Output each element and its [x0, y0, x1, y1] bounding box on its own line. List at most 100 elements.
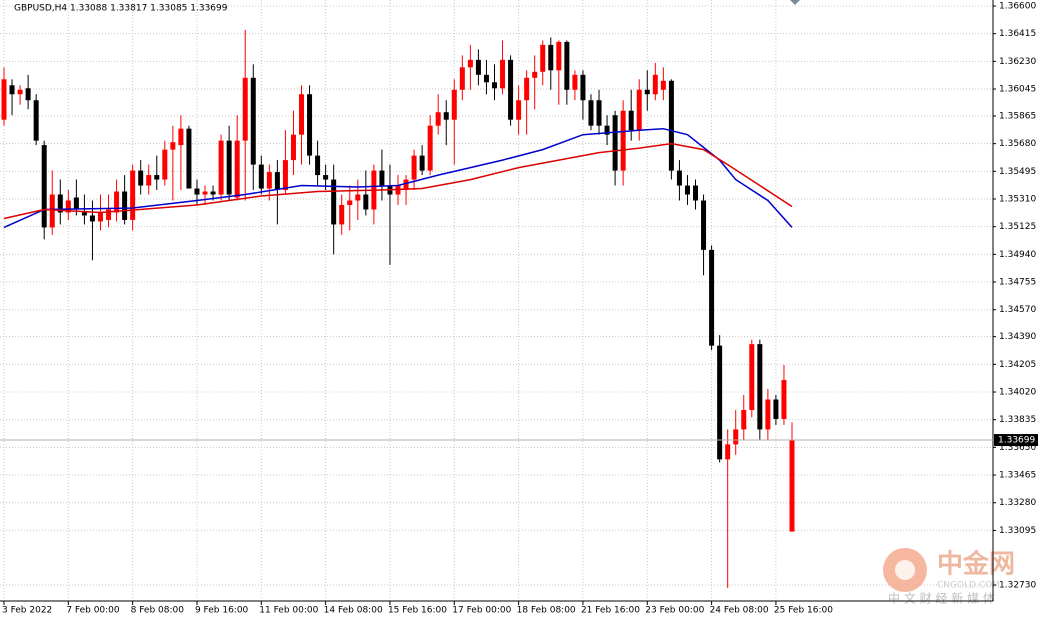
candle-body [97, 212, 103, 222]
candle-body [773, 399, 779, 419]
watermark-brand: 中金网 [937, 549, 1015, 580]
y-tick-label: 1.34940 [999, 250, 1036, 260]
candle-body [620, 110, 626, 171]
candle-body [73, 197, 79, 210]
candle-body [210, 191, 216, 195]
scroll-marker [790, 0, 800, 5]
candle-body [733, 429, 739, 445]
x-tick-label: 8 Feb 08:00 [131, 606, 185, 616]
candle-body [451, 89, 457, 120]
candle-body [604, 125, 610, 135]
candle-body [266, 172, 272, 189]
candle-body [709, 249, 715, 346]
candle-body [41, 145, 47, 228]
candle-body [347, 200, 353, 205]
candle-body [717, 345, 723, 460]
candle-body [765, 399, 771, 430]
candle-body [363, 194, 369, 210]
y-tick-label: 1.35125 [999, 222, 1036, 232]
y-tick-label: 1.36600 [999, 1, 1036, 11]
y-tick-label: 1.33465 [999, 471, 1036, 481]
x-tick-label: 9 Feb 16:00 [195, 606, 249, 616]
candle-body [315, 155, 321, 176]
candle-body [114, 191, 120, 213]
candle-body [701, 200, 707, 250]
candle-body [202, 191, 208, 195]
candle-body [580, 74, 586, 101]
y-tick-label: 1.36230 [999, 57, 1036, 67]
candle-body [596, 100, 602, 126]
candle-body [652, 74, 658, 95]
candle-body [693, 185, 699, 201]
current-price-box [994, 434, 1038, 447]
candle-body [411, 155, 417, 180]
x-tick-label: 15 Feb 16:00 [388, 606, 447, 616]
x-tick-label: 11 Feb 00:00 [259, 606, 318, 616]
candle-body [130, 170, 136, 220]
candle-body [789, 440, 795, 532]
candle-body [757, 344, 763, 430]
candle-body [467, 59, 473, 68]
x-tick-label: 25 Feb 16:00 [774, 606, 833, 616]
x-tick-label: 18 Feb 08:00 [517, 606, 576, 616]
candle-body [226, 140, 232, 195]
candle-body [25, 88, 31, 101]
candle-body [781, 380, 787, 419]
candle-body [435, 112, 441, 126]
candle-body [483, 74, 489, 83]
candle-body [170, 142, 176, 150]
candle-body [339, 204, 345, 225]
logo-inner [895, 560, 915, 580]
watermark-slogan: 中 文 财 经 新 媒 体 [888, 591, 995, 606]
y-tick-label: 1.34020 [999, 388, 1036, 398]
candle-body [508, 59, 514, 120]
candle-body [524, 77, 530, 101]
y-tick-label: 1.36045 [999, 85, 1036, 95]
candle-body [741, 409, 747, 430]
x-tick-label: 7 Feb 00:00 [66, 606, 120, 616]
candle-body [516, 100, 522, 120]
y-tick-label: 1.35310 [999, 195, 1036, 205]
candle-body [242, 77, 248, 141]
y-tick-label: 1.34390 [999, 332, 1036, 342]
candle-body [564, 41, 570, 90]
candle-body [49, 194, 55, 228]
candle-body [194, 188, 200, 195]
x-tick-label: 24 Feb 08:00 [710, 606, 769, 616]
candle-body [1, 79, 7, 120]
watermark-site: CNGOLD.COM [937, 581, 1000, 591]
candle-body [258, 164, 264, 189]
x-tick-label: 17 Feb 00:00 [452, 606, 511, 616]
candle-body [106, 209, 112, 220]
candle-body [572, 74, 578, 90]
candle-body [628, 110, 634, 131]
candle-body [676, 170, 682, 186]
moving-average [3, 142, 793, 220]
candle-body [81, 212, 87, 216]
candle-body [89, 215, 95, 222]
candle-body [548, 44, 554, 71]
candle-body [403, 179, 409, 191]
candle-body [65, 200, 71, 213]
candle-body [443, 112, 449, 120]
candle-body [178, 128, 184, 146]
candle-body [725, 444, 731, 460]
candle-body [146, 175, 152, 186]
y-tick-label: 1.34570 [999, 305, 1036, 315]
candle-body [588, 100, 594, 126]
candle-body [355, 194, 361, 201]
candle-body [234, 140, 240, 198]
y-tick-label: 1.34755 [999, 278, 1036, 288]
candle-body [290, 134, 296, 161]
y-tick-label: 1.33280 [999, 498, 1036, 508]
y-tick-label: 1.35680 [999, 139, 1036, 149]
candle-body [475, 59, 481, 75]
candle-body [331, 179, 337, 225]
candle-body [57, 194, 63, 213]
candle-body [186, 128, 192, 189]
candle-body [162, 149, 168, 180]
y-tick-label: 1.33835 [999, 415, 1036, 425]
candle-body [491, 82, 497, 89]
